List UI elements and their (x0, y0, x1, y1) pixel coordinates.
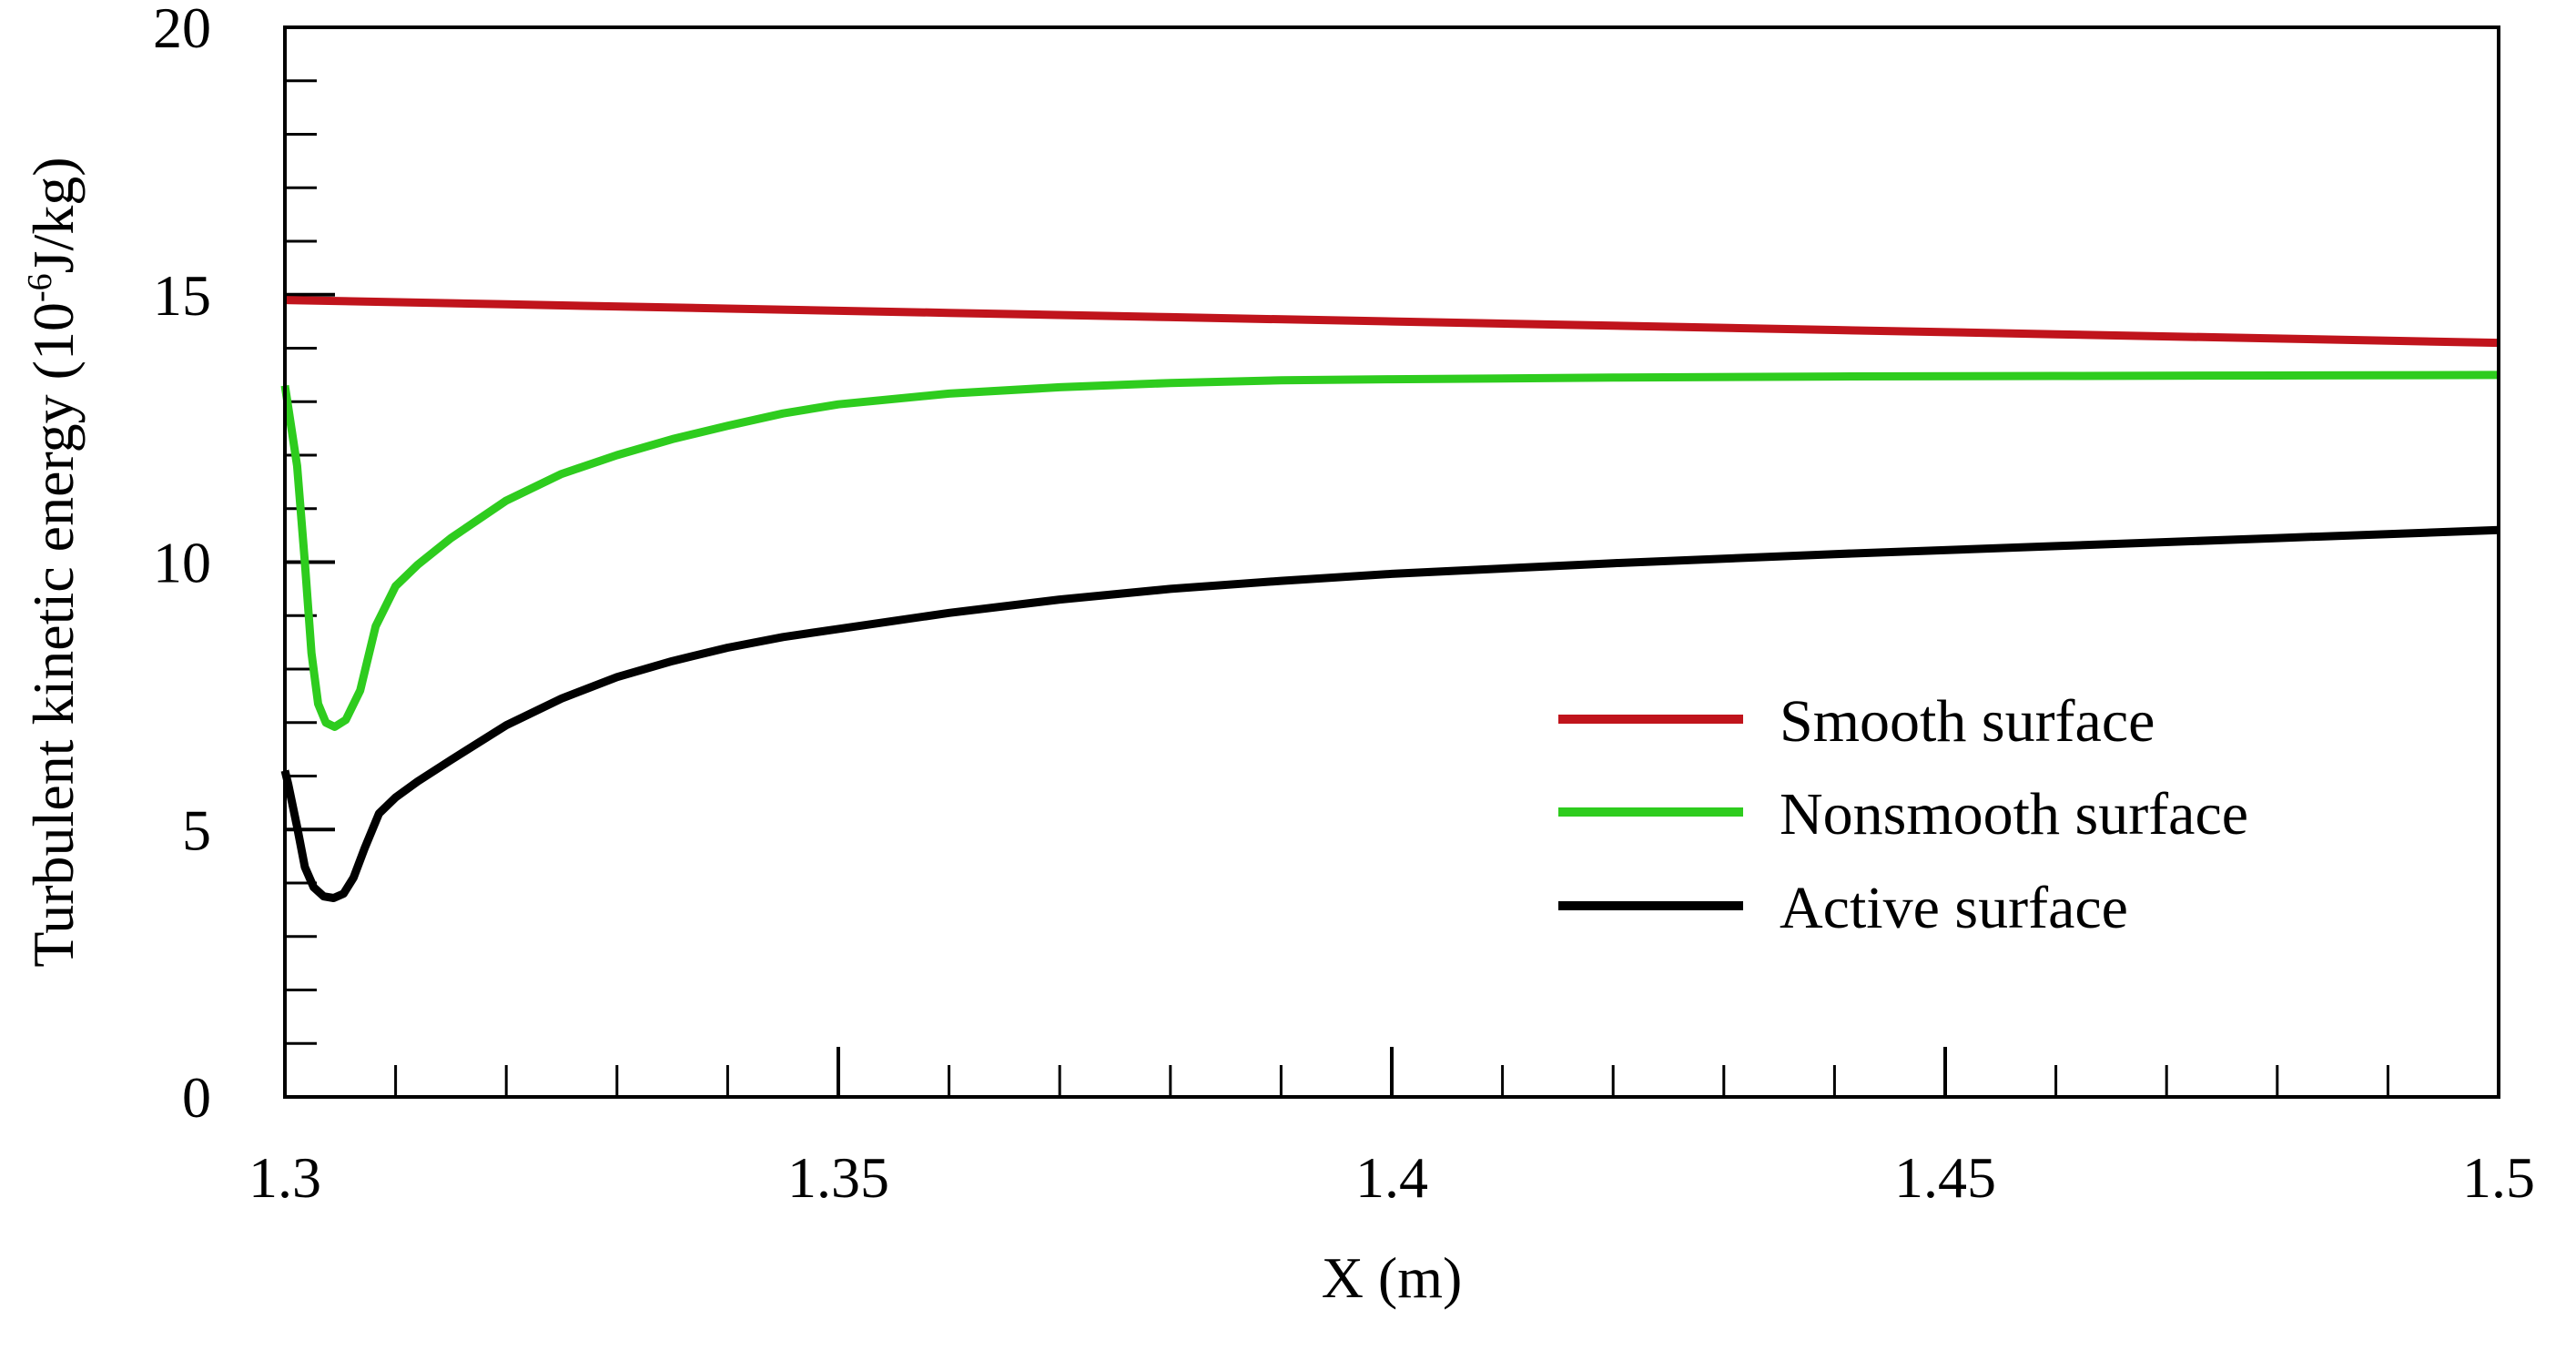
legend-label-nonsmooth-surface: Nonsmooth surface (1780, 781, 2248, 848)
series-line-active-surface (280, 525, 2500, 902)
y-axis-title: Turbulent kinetic energy (10-6J/kg) (21, 157, 86, 967)
x-tick-label: 1.45 (1894, 1145, 1996, 1210)
y-tick-label: 20 (153, 0, 211, 60)
minor-ticks (283, 25, 2500, 1099)
tick-labels: 1.3 1.35 1.4 1.45 1.5 0 5 10 15 20 (153, 0, 2535, 1210)
x-tick-label: 1.35 (787, 1145, 889, 1210)
legend-label-active-surface: Active surface (1780, 875, 2128, 941)
y-axis-title-exponent: -6 (21, 273, 59, 302)
x-tick-label: 1.3 (248, 1145, 321, 1210)
plot-frame (283, 25, 2500, 1099)
y-tick-label: 0 (182, 1065, 211, 1130)
legend-label-smooth-surface: Smooth surface (1780, 688, 2155, 755)
series-lines (280, 296, 2500, 902)
y-axis-title-main: Turbulent kinetic energy (10 (21, 302, 86, 968)
x-tick-label: 1.4 (1355, 1145, 1428, 1210)
y-tick-label: 10 (153, 531, 211, 595)
x-axis-title: X (m) (1322, 1245, 1463, 1310)
series-line-nonsmooth-surface (280, 370, 2500, 731)
series-line-smooth-surface (284, 296, 2500, 348)
legend: Smooth surface Nonsmooth surface Active su… (1558, 688, 2248, 941)
x-tick-label: 1.5 (2462, 1145, 2535, 1210)
y-tick-label: 5 (182, 797, 211, 862)
y-tick-label: 15 (153, 263, 211, 328)
major-ticks (283, 25, 2500, 1099)
y-axis-title-unit: J/kg) (21, 157, 86, 273)
